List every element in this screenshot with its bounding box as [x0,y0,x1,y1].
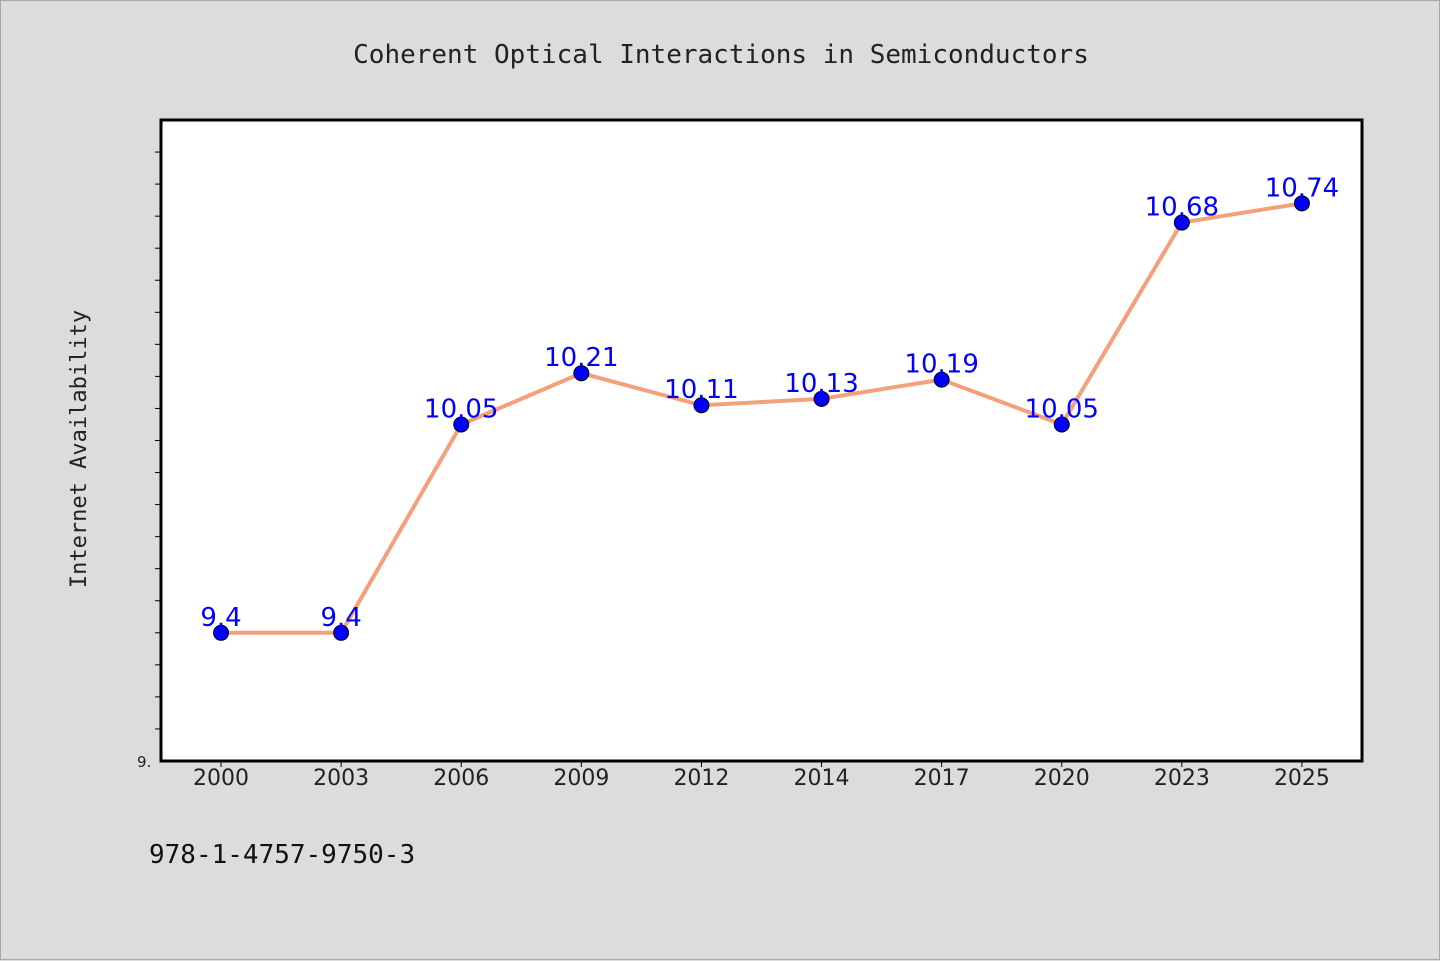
x-tick-label: 2025 [1274,766,1330,791]
x-tick-label: 2023 [1154,766,1210,791]
chart-title: Coherent Optical Interactions in Semicon… [353,40,1089,70]
data-markers [213,195,1310,641]
plot-area [161,120,1362,761]
data-label: 10.21 [544,343,618,373]
data-label: 9.4 [200,603,241,633]
x-tick-label: 2017 [914,766,970,791]
data-point [573,365,590,382]
data-label: 9.4 [320,603,361,633]
x-axis-ticks: 2000 2003 2006 2009 2012 2014 2017 2020 2023 2025 [193,761,1330,791]
data-label: 10.74 [1265,173,1339,203]
data-label: 10.11 [664,375,738,405]
data-point [1053,416,1070,433]
data-point [453,416,470,433]
data-label: 10.05 [1025,394,1099,424]
data-point [213,624,230,641]
x-tick-label: 2020 [1034,766,1090,791]
data-label: 10.05 [424,394,498,424]
data-label: 10.19 [904,350,978,380]
y-tick-label: 9. [137,753,151,771]
y-axis-label: Internet Availability [67,310,92,588]
x-tick-label: 2012 [673,766,729,791]
data-labels: 9.4 9.4 10.05 10.21 10.11 10.13 10.19 10.05 10.6… [200,173,1339,632]
x-tick-label: 2014 [794,766,850,791]
data-point [1293,195,1310,212]
data-point [333,624,350,641]
series-line-group [221,201,1303,635]
series-line [221,201,1303,635]
isbn-text: 978-1-4757-9750-3 [149,840,415,870]
data-point [933,371,950,388]
x-tick-label: 2006 [433,766,489,791]
data-point [693,397,710,414]
x-tick-label: 2009 [553,766,609,791]
x-tick-label: 2000 [193,766,249,791]
data-label: 10.68 [1145,193,1219,223]
x-tick-label: 2003 [313,766,369,791]
data-point [813,390,830,407]
plot-border [159,118,1364,763]
data-point [1173,214,1190,231]
data-label: 10.13 [784,369,858,399]
